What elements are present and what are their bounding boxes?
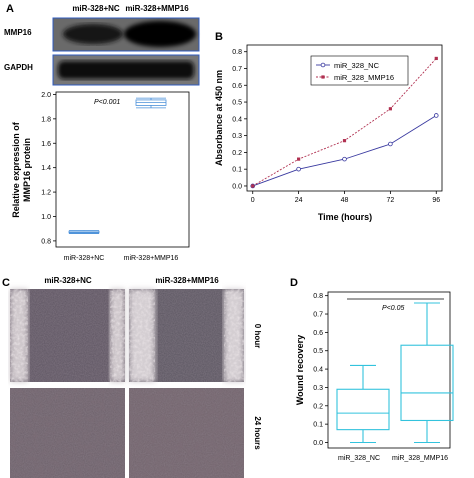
panel-b-point: [342, 139, 347, 143]
panel-d-label: D: [290, 277, 298, 289]
panel-d-ytick-label: 0.3: [313, 385, 323, 392]
panel-d-plot-frame: [327, 291, 451, 449]
panel-b-xtick-label: 24: [295, 197, 303, 204]
panel-b-legend-marker: [320, 62, 326, 68]
panel-b-xtick-label: 96: [432, 197, 440, 204]
blot-row-label-mmp16: MMP16: [4, 28, 32, 37]
panel-d-ytick-label: 0.8: [313, 293, 323, 300]
panel-a-boxes: [68, 97, 167, 234]
panel-b-point: [251, 184, 255, 188]
panel-d-x-label-nc: miR_328_NC: [338, 455, 380, 462]
panel-b-ytick-label: 0.4: [232, 116, 242, 123]
panel-b-xtick-label: 72: [386, 197, 394, 204]
panel-b-point: [433, 113, 439, 118]
panel-b-series-line-miR_328_NC: [252, 115, 437, 187]
panel-d-boxes: [336, 302, 454, 444]
panel-b-legend-box: [310, 55, 409, 86]
panel-d-box: [400, 344, 454, 422]
micrograph-mmp16-0h: [129, 289, 244, 382]
panel-b-point: [434, 56, 438, 61]
panel-b-point: [388, 107, 392, 111]
panel-a-ytick-label: 1.0: [41, 214, 51, 221]
panel-a-ytick-label: 1.6: [41, 141, 51, 148]
panel-b-point: [297, 157, 301, 161]
micrograph-mmp16-24h: [129, 388, 244, 478]
panel-d-ytick-label: 0.6: [313, 330, 323, 337]
panel-a-x-label-mmp16: miR-328+MMP16: [124, 255, 179, 262]
micrograph-col-header-mmp16: miR-328+MMP16: [155, 276, 219, 285]
panel-c-label: C: [2, 277, 10, 289]
panel-b-legend-label: miR_328_MMP16: [334, 73, 394, 82]
blot-col-header-nc: miR-328+NC: [72, 4, 120, 13]
panel-d-box: [336, 388, 390, 431]
panel-b-xlabel: Time (hours): [318, 212, 372, 222]
panel-d-ytick-label: 0.0: [313, 440, 323, 447]
panel-b-ytick-label: 0.0: [232, 183, 242, 190]
panel-b-ylabel: Absorbance at 450 nm: [214, 70, 224, 166]
blot-col-header-mmp16: miR-328+MMP16: [125, 4, 189, 13]
panel-a-p-value: P<0.001: [94, 99, 120, 106]
panel-d-ytick-label: 0.5: [313, 348, 323, 355]
panel-b-ytick-label: 0.2: [232, 150, 242, 157]
panel-a-ytick-label: 1.2: [41, 190, 51, 197]
panel-b-point: [296, 166, 301, 172]
panel-b-label: B: [215, 31, 223, 43]
panel-b-ytick-label: 0.8: [232, 49, 242, 56]
micrograph-row-label-0h: 0 hour: [253, 324, 262, 348]
western-blot-gapdh: [52, 54, 200, 86]
panel-a-label: A: [6, 3, 14, 15]
panel-b-xtick-label: 0: [251, 197, 255, 204]
panel-a-ytick-label: 2.0: [41, 92, 51, 99]
western-blot-mmp16: [52, 17, 200, 52]
blot-row-label-gapdh: GAPDH: [4, 63, 33, 72]
panel-a-ytick-label: 0.8: [41, 238, 51, 245]
panel-b-point: [342, 156, 347, 162]
panel-a-ylabel-line1: Relative expression ofMMP16 protein: [11, 121, 32, 218]
panel-b-ytick-label: 0.7: [232, 66, 242, 73]
panel-a-x-label-nc: miR-328+NC: [64, 255, 105, 262]
panel-d-p-value: P<0.05: [382, 305, 404, 312]
panel-b-legend: miR_328_NC miR_328_MMP16: [310, 55, 409, 86]
panel-b-legend-label: miR_328_NC: [334, 61, 380, 70]
panel-d-ytick-label: 0.7: [313, 312, 323, 319]
panel-b-series: [250, 56, 439, 189]
panel-d-ytick-label: 0.4: [313, 367, 323, 374]
micrograph-col-header-nc: miR-328+NC: [44, 276, 92, 285]
panel-b-xtick-label: 48: [341, 197, 349, 204]
panel-d-ylabel: Wound recovery: [295, 335, 305, 405]
panel-b-ytick-label: 0.5: [232, 100, 242, 107]
micrograph-nc-24h: [10, 388, 125, 478]
panel-a-ytick-label: 1.4: [41, 165, 51, 172]
panel-b-axes: 0.0 0.1 0.2 0.3 0.4 0.5 0.6 0.7 0.8 0 24 48 72 96: [232, 49, 440, 204]
panel-d-ytick-label: 0.1: [313, 422, 323, 429]
panel-b-legend-marker: [321, 75, 325, 79]
panel-b-ytick-label: 0.3: [232, 133, 242, 140]
panel-a-plot-frame: [55, 91, 190, 248]
panel-d-x-label-mmp16: miR_328_MMP16: [392, 455, 448, 462]
panel-b-ytick-label: 0.6: [232, 83, 242, 90]
panel-b-ytick-label: 0.1: [232, 167, 242, 174]
panel-b-point: [388, 141, 393, 147]
panel-d-y-axis: 0.0 0.1 0.2 0.3 0.4 0.5 0.6 0.7 0.8: [313, 293, 328, 447]
micrograph-row-label-24h: 24 hours: [253, 416, 262, 450]
panel-a-y-axis: 0.8 1.0 1.2 1.4 1.6 1.8 2.0: [41, 92, 56, 245]
panel-a-ytick-label: 1.8: [41, 116, 51, 123]
panel-d-ytick-label: 0.2: [313, 403, 323, 410]
micrograph-nc-0h: [10, 289, 125, 382]
